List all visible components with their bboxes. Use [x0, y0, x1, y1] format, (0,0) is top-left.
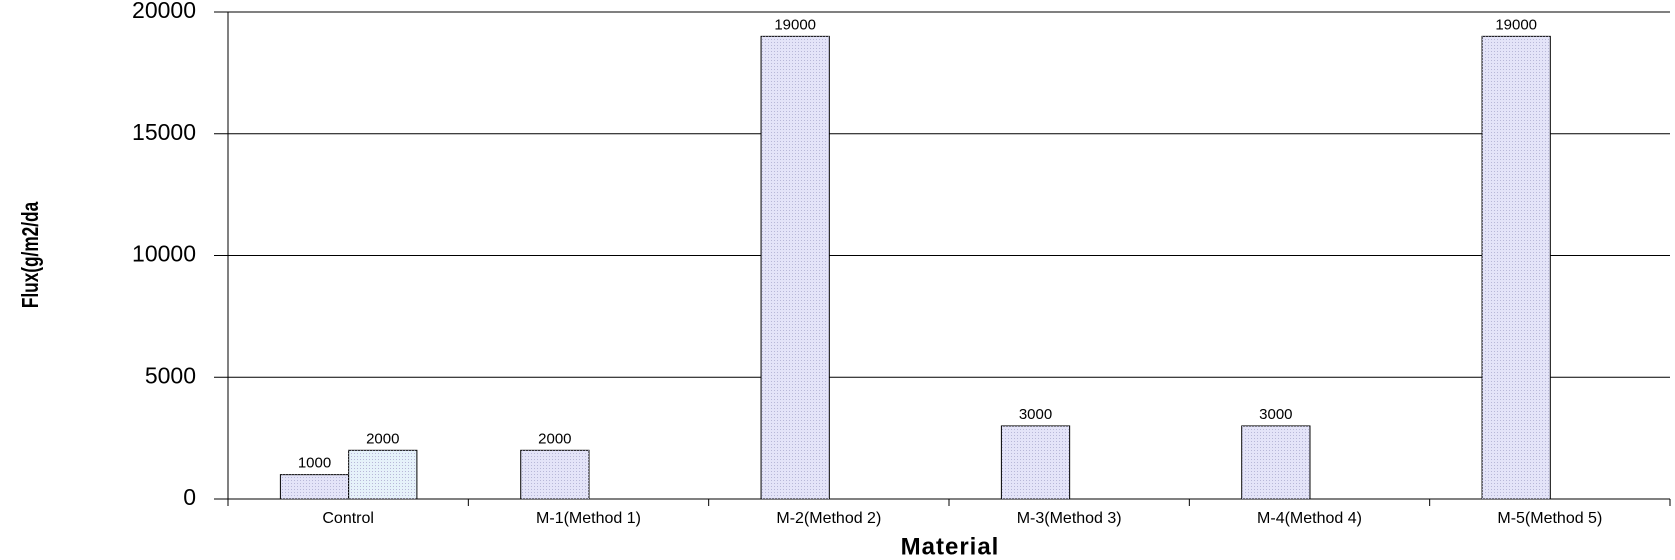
bar [1000, 425, 1071, 500]
value-label: 2000 [366, 430, 399, 447]
x-tick-label: M-4(Method 4) [1257, 510, 1362, 527]
value-label: 3000 [1259, 406, 1292, 423]
bar [1241, 425, 1311, 500]
y-tick-label: 5000 [145, 362, 196, 388]
bar [520, 449, 590, 500]
bar [760, 35, 830, 500]
x-tick-label: M-3(Method 3) [1017, 510, 1122, 527]
value-label: 2000 [538, 430, 571, 447]
value-label: 1000 [298, 455, 331, 472]
value-label: 19000 [774, 16, 816, 33]
value-label: 19000 [1495, 16, 1537, 33]
y-tick-label: 20000 [132, 0, 196, 23]
y-tick-label: 15000 [132, 119, 196, 145]
x-tick-label: M-5(Method 5) [1497, 510, 1602, 527]
x-tick-label: M-2(Method 2) [776, 510, 881, 527]
y-tick-label: 10000 [132, 241, 196, 267]
value-label: 3000 [1019, 406, 1052, 423]
bar [1481, 35, 1551, 500]
x-tick-label: Control [322, 510, 374, 527]
x-axis-label: Material [901, 533, 1000, 560]
bar [279, 474, 350, 500]
bar [348, 449, 418, 500]
y-axis-label: Flux(g/m2/da [19, 201, 44, 308]
x-tick-label: M-1(Method 1) [536, 510, 641, 527]
y-tick-label: 0 [183, 484, 196, 510]
